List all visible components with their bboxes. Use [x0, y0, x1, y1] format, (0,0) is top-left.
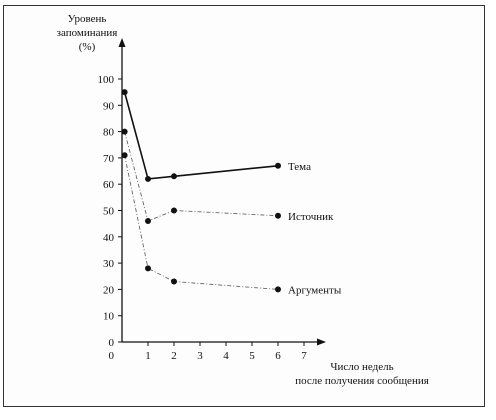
y-axis-label-line-3: (%) [79, 41, 96, 53]
y-tick-label: 30 [103, 258, 115, 270]
y-tick-label: 50 [103, 206, 115, 218]
y-ticks: 0 10 20 30 40 50 60 70 80 90 100 [98, 74, 122, 349]
data-point-tema [121, 89, 128, 96]
x-axis-label-line-1: Число недель [330, 361, 393, 373]
data-point-tema [145, 175, 151, 182]
data-point-argumenty [171, 278, 177, 285]
x-tick-label: 1 [145, 350, 151, 362]
y-tick-label: 60 [103, 179, 115, 191]
data-point-argumenty [121, 152, 128, 159]
y-axis-label-line-1: Уровень [68, 13, 107, 25]
data-point-istochnik [275, 212, 281, 219]
y-tick-label: 70 [103, 153, 115, 165]
x-tick-label: 4 [223, 350, 229, 362]
y-tick-label: 100 [98, 74, 115, 86]
chart-frame [3, 5, 485, 407]
x-tick-label: 2 [171, 350, 177, 362]
y-tick-label: 10 [103, 311, 115, 323]
x-axis-arrow [317, 338, 326, 346]
data-point-istochnik [145, 218, 151, 225]
series-line-tema [123, 91, 279, 180]
y-axis-label-line-2: запоминания [57, 27, 118, 39]
y-tick-label: 40 [103, 232, 115, 244]
data-point-argumenty [275, 286, 281, 293]
y-tick-label: 90 [103, 100, 115, 112]
data-point-istochnik [121, 128, 128, 135]
y-axis-label: Уровень запоминания (%) [57, 13, 118, 53]
y-axis-arrow [118, 38, 126, 47]
x-axis-label-line-2: после получения сообщения [295, 375, 429, 387]
series-group: Тема Источник Аргументы [121, 89, 342, 296]
data-point-tema [171, 173, 177, 180]
x-ticks: 0 1 2 3 4 5 6 7 [109, 342, 307, 362]
x-tick-label: 0 [109, 350, 115, 362]
data-point-tema [275, 162, 281, 169]
x-tick-label: 7 [301, 350, 307, 362]
y-tick-label: 0 [109, 337, 115, 349]
series-label-tema: Тема [288, 161, 311, 173]
axes [118, 38, 326, 346]
x-tick-label: 6 [275, 350, 281, 362]
data-point-argumenty [145, 265, 151, 272]
series-label-argumenty: Аргументы [288, 284, 342, 296]
x-tick-label: 5 [249, 350, 255, 362]
x-tick-label: 3 [197, 350, 203, 362]
series-label-istochnik: Источник [288, 211, 334, 223]
x-axis-label: Число недель после получения сообщения [295, 361, 429, 387]
series-line-istochnik [124, 131, 279, 222]
y-tick-label: 80 [103, 127, 115, 139]
data-point-istochnik [171, 207, 177, 214]
series-line-argumenty [124, 155, 279, 290]
y-tick-label: 20 [103, 284, 115, 296]
